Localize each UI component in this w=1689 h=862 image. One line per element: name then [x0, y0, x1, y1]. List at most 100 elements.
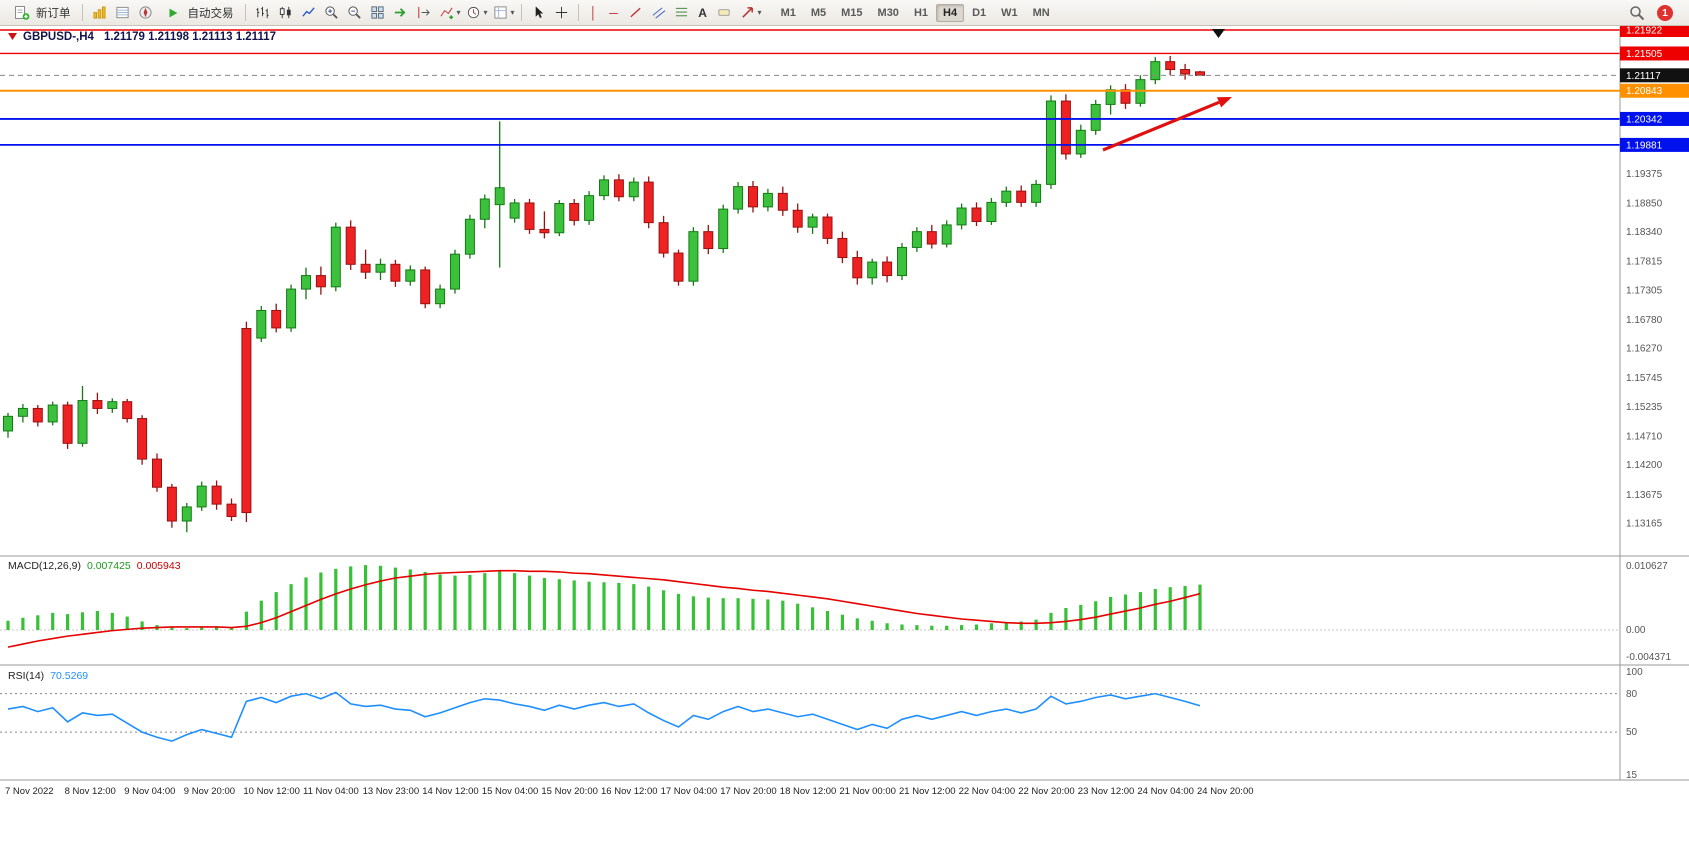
time-axis-label: 9 Nov 20:00	[184, 786, 235, 797]
candle	[777, 186, 788, 216]
y-axis-label: 1.14200	[1626, 460, 1663, 471]
auto-trading-button[interactable]: 自动交易	[158, 0, 239, 25]
candle	[330, 222, 341, 292]
horizontal-line-tool-icon[interactable]: ─	[609, 5, 618, 20]
timeframe-button-H4[interactable]: H4	[936, 3, 965, 22]
notification-badge[interactable]: 1	[1657, 4, 1673, 21]
candle-body	[256, 309, 267, 339]
candle	[1016, 185, 1027, 207]
candle	[1031, 179, 1042, 207]
candle-body	[315, 275, 326, 288]
candle-body	[405, 269, 416, 282]
time-axis-label: 11 Nov 04:00	[303, 786, 359, 797]
macd-signal-line	[7, 569, 1201, 648]
timeframe-button-M1[interactable]: M1	[780, 6, 796, 19]
arrows-tool-icon[interactable]	[737, 2, 758, 23]
y-axis-label: 1.18340	[1626, 227, 1663, 238]
search-icon[interactable]	[1626, 2, 1647, 23]
candle	[703, 224, 714, 255]
timeframe-button-MN[interactable]: MN	[1032, 6, 1050, 19]
navigator-icon[interactable]	[135, 2, 156, 23]
candle	[584, 191, 595, 225]
trend-arrow-line[interactable]	[1102, 100, 1220, 152]
candle-body	[494, 187, 505, 206]
candle-body	[733, 186, 744, 210]
trend-arrow-object[interactable]	[1102, 97, 1232, 152]
market-watch-icon[interactable]	[89, 2, 110, 23]
label-tool-icon[interactable]	[714, 2, 735, 23]
candle	[47, 401, 58, 426]
candle	[464, 214, 475, 259]
periods-dropdown-icon[interactable]: ▾	[483, 8, 488, 17]
time-axis-label: 23 Nov 12:00	[1078, 786, 1135, 797]
candle-body	[658, 222, 669, 254]
time-axis-label: 8 Nov 12:00	[65, 786, 116, 797]
timeframe-button-W1[interactable]: W1	[1001, 6, 1018, 19]
candlestick-chart-icon[interactable]	[275, 2, 296, 23]
chart-shift-marker[interactable]	[1212, 29, 1225, 38]
candle	[971, 202, 982, 227]
line-chart-icon[interactable]	[298, 2, 319, 23]
chart-shift-icon[interactable]	[413, 2, 434, 23]
candle-body	[360, 263, 371, 273]
time-axis-label: 17 Nov 20:00	[720, 786, 777, 797]
symbol-period-label: GBPUSD-,H4	[23, 31, 95, 43]
indicators-icon[interactable]	[436, 2, 457, 23]
auto-scroll-icon[interactable]	[390, 2, 411, 23]
candle	[211, 480, 222, 510]
trendline-tool-icon[interactable]	[625, 2, 646, 23]
timeframe-button-H1[interactable]: H1	[913, 6, 928, 19]
candle	[1075, 124, 1086, 158]
vertical-line-tool-icon[interactable]: │	[589, 5, 598, 20]
candle-body	[375, 263, 386, 273]
data-window-icon[interactable]	[112, 2, 133, 23]
templates-icon[interactable]	[490, 2, 511, 23]
time-axis-label: 14 Nov 12:00	[422, 786, 479, 797]
candle	[748, 180, 758, 213]
new-order-button[interactable]: 新订单	[6, 0, 76, 25]
zoom-out-icon[interactable]	[344, 2, 365, 23]
channel-tool-icon[interactable]	[648, 2, 669, 23]
candle-body	[941, 224, 952, 245]
tile-windows-icon[interactable]	[367, 2, 388, 23]
y-axis-label: 1.13165	[1626, 518, 1663, 529]
templates-dropdown-icon[interactable]: ▾	[510, 8, 515, 17]
timeframe-button-M15[interactable]: M15	[841, 6, 863, 19]
one-click-trading-toggle[interactable]	[8, 33, 17, 40]
candle-body	[539, 228, 550, 234]
price-box-label: 1.21922	[1626, 26, 1663, 37]
candle-body	[971, 207, 982, 223]
toolbar-separator	[244, 4, 246, 21]
price-box-label: 1.21117	[1626, 71, 1661, 82]
horizontal-line-objects	[0, 29, 1620, 146]
timeframe-button-M30[interactable]: M30	[877, 6, 899, 19]
timeframe-button-M5[interactable]: M5	[810, 6, 827, 19]
candle-body	[1150, 61, 1161, 81]
candle	[166, 483, 177, 528]
bar-chart-icon[interactable]	[252, 2, 273, 23]
time-axis-label: 24 Nov 20:00	[1197, 786, 1254, 797]
candle	[375, 258, 386, 281]
candle	[360, 249, 371, 279]
candle	[256, 305, 267, 342]
candle	[867, 258, 878, 285]
candle-body	[703, 231, 714, 250]
candle-body	[1031, 183, 1042, 203]
y-axis-label: 1.15745	[1626, 373, 1663, 384]
indicators-dropdown-icon[interactable]: ▾	[456, 8, 461, 17]
price-box	[1620, 46, 1689, 61]
periods-icon[interactable]	[463, 2, 484, 23]
trend-arrow-head[interactable]	[1216, 97, 1232, 108]
text-tool-icon[interactable]: A	[698, 5, 707, 20]
y-axis-label: 1.14710	[1626, 432, 1663, 443]
macd-name: MACD(12,26,9)	[8, 560, 81, 572]
cursor-icon[interactable]	[528, 2, 549, 23]
candle-body	[196, 485, 207, 508]
crosshair-icon[interactable]	[551, 2, 572, 23]
candle-body	[92, 400, 103, 409]
candle-body	[479, 198, 490, 220]
timeframe-button-D1[interactable]: D1	[972, 6, 987, 19]
fibonacci-tool-icon[interactable]	[671, 2, 692, 23]
zoom-in-icon[interactable]	[321, 2, 342, 23]
arrows-dropdown-icon[interactable]: ▾	[757, 8, 762, 17]
